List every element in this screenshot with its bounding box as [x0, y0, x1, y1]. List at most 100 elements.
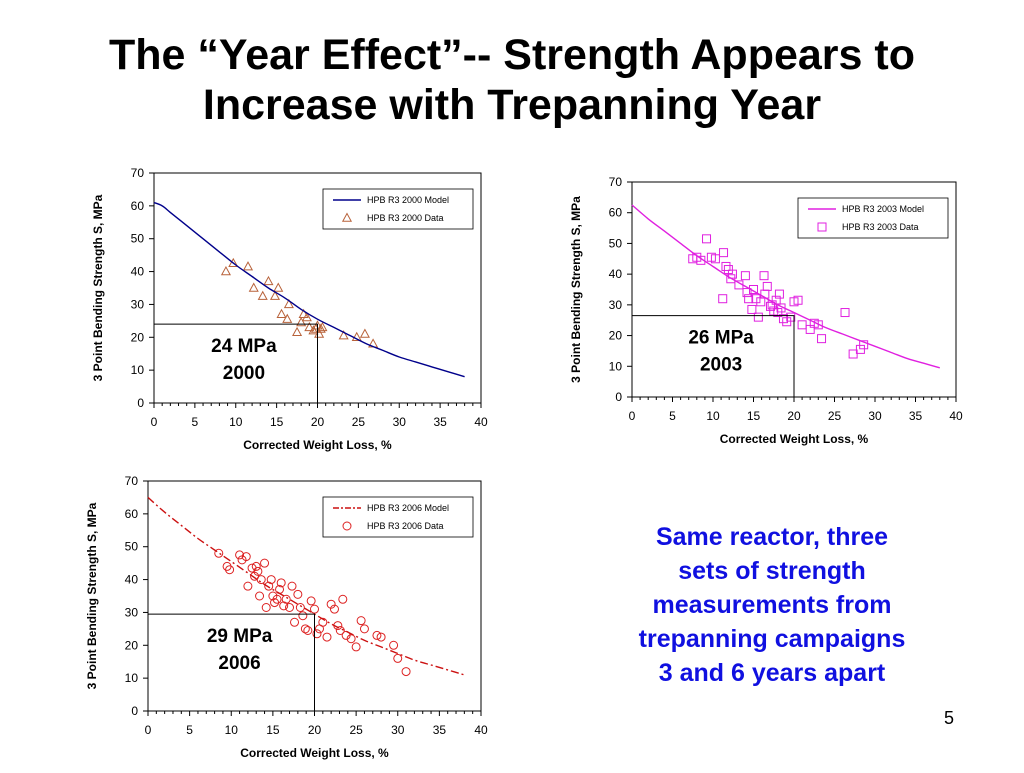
legend-label: HPB R3 2000 Data — [367, 213, 444, 223]
data-point — [256, 592, 264, 600]
data-point — [244, 582, 252, 590]
legend-label: HPB R3 2003 Model — [842, 204, 924, 214]
y-tick-label: 40 — [131, 265, 145, 279]
x-tick-label: 0 — [629, 409, 636, 423]
data-point — [357, 617, 365, 625]
data-point — [339, 595, 347, 603]
x-tick-label: 5 — [669, 409, 676, 423]
data-point — [286, 604, 294, 612]
data-point — [818, 335, 826, 343]
campaign-note: Same reactor, three sets of strength mea… — [612, 520, 932, 690]
data-point — [757, 298, 765, 306]
note-line: sets of strength — [612, 554, 932, 588]
page-number: 5 — [944, 708, 954, 729]
data-point — [763, 282, 771, 290]
y-tick-label: 60 — [131, 199, 145, 213]
y-tick-label: 30 — [131, 297, 145, 311]
data-point — [798, 321, 806, 329]
data-point — [722, 262, 730, 270]
data-point — [841, 309, 849, 317]
data-point — [360, 625, 368, 633]
x-tick-label: 5 — [192, 415, 199, 429]
x-tick-label: 40 — [474, 723, 488, 737]
data-point — [274, 284, 282, 292]
callout-label: 26 MPa — [688, 328, 754, 349]
slide-title: The “Year Effect”-- Strength Appears to … — [0, 30, 1024, 130]
note-line: 3 and 6 years apart — [612, 656, 932, 690]
slide-title-line-2: Increase with Trepanning Year — [0, 80, 1024, 130]
legend-label: HPB R3 2000 Model — [367, 195, 449, 205]
note-line: Same reactor, three — [612, 520, 932, 554]
x-tick-label: 0 — [145, 723, 152, 737]
y-tick-label: 50 — [609, 236, 623, 250]
chart-2003: 0 10 20 30 40 50 60 70 0 5 10 15 20 25 30 35 40 Corrected… — [562, 173, 982, 465]
y-tick-label: 40 — [125, 573, 139, 587]
x-tick-label: 35 — [433, 415, 447, 429]
x-tick-label: 15 — [266, 723, 280, 737]
note-line: measurements from — [612, 588, 932, 622]
y-axis-title: 3 Point Bending Strength S, MPa — [569, 196, 583, 383]
y-tick-label: 10 — [609, 359, 623, 373]
legend-label: HPB R3 2003 Data — [842, 222, 919, 232]
y-tick-label: 60 — [125, 507, 139, 521]
x-axis-title: Corrected Weight Loss, % — [240, 746, 389, 760]
data-point — [296, 604, 304, 612]
data-point — [311, 605, 319, 613]
data-point — [262, 604, 270, 612]
x-tick-label: 30 — [868, 409, 882, 423]
x-tick-label: 10 — [706, 409, 720, 423]
callout-label: 2006 — [218, 653, 260, 674]
x-tick-label: 25 — [349, 723, 363, 737]
x-tick-label: 10 — [229, 415, 243, 429]
x-tick-label: 0 — [151, 415, 158, 429]
y-tick-label: 70 — [125, 474, 139, 488]
data-point — [390, 641, 398, 649]
y-tick-label: 30 — [125, 605, 139, 619]
x-tick-label: 15 — [270, 415, 284, 429]
data-point — [304, 627, 312, 635]
data-point — [261, 559, 269, 567]
x-tick-label: 5 — [186, 723, 193, 737]
y-tick-label: 0 — [137, 396, 144, 410]
y-tick-label: 10 — [125, 671, 139, 685]
data-point — [402, 668, 410, 676]
chart-2000-svg: 0 10 20 30 40 50 60 70 0 5 10 15 20 25 30 35 40 Corrected… — [84, 163, 504, 455]
data-point — [394, 654, 402, 662]
y-axis-title: 3 Point Bending Strength S, MPa — [91, 194, 105, 381]
data-point — [775, 290, 783, 298]
data-point — [703, 235, 711, 243]
data-point — [264, 277, 272, 285]
data-point — [293, 328, 301, 336]
x-tick-label: 20 — [308, 723, 322, 737]
data-point — [307, 597, 315, 605]
data-point — [288, 582, 296, 590]
x-tick-label: 10 — [225, 723, 239, 737]
y-tick-label: 10 — [131, 363, 145, 377]
x-axis-title: Corrected Weight Loss, % — [720, 432, 869, 446]
data-point — [267, 576, 275, 584]
x-axis-title: Corrected Weight Loss, % — [243, 438, 392, 452]
note-line: trepanning campaigns — [612, 622, 932, 656]
x-tick-label: 25 — [352, 415, 366, 429]
data-point — [257, 576, 265, 584]
chart-2006-svg: 0102030405060700 5 10 15 20 25 30 35 40Corrected… — [80, 473, 500, 768]
x-tick-label: 40 — [949, 409, 963, 423]
y-tick-label: 20 — [609, 329, 623, 343]
legend-label: HPB R3 2006 Data — [367, 521, 444, 531]
x-tick-label: 15 — [747, 409, 761, 423]
data-point — [754, 313, 762, 321]
chart-2006: 0 10 20 30 40 50 60 70 0 5 10 15 20 25 30 35 40 Corrected… — [80, 473, 500, 768]
x-tick-label: 35 — [909, 409, 923, 423]
chart-2000: 0 10 20 30 40 50 60 70 0 5 10 15 20 25 30 35 40 Corrected… — [84, 163, 504, 455]
y-tick-label: 0 — [131, 704, 138, 718]
y-tick-label: 70 — [609, 175, 623, 189]
data-point — [719, 295, 727, 303]
data-point — [352, 643, 360, 651]
data-point — [299, 612, 307, 620]
data-point — [291, 618, 299, 626]
x-tick-label: 40 — [474, 415, 488, 429]
data-point — [741, 272, 749, 280]
y-tick-label: 50 — [131, 232, 145, 246]
x-tick-label: 25 — [828, 409, 842, 423]
y-tick-label: 60 — [609, 206, 623, 220]
